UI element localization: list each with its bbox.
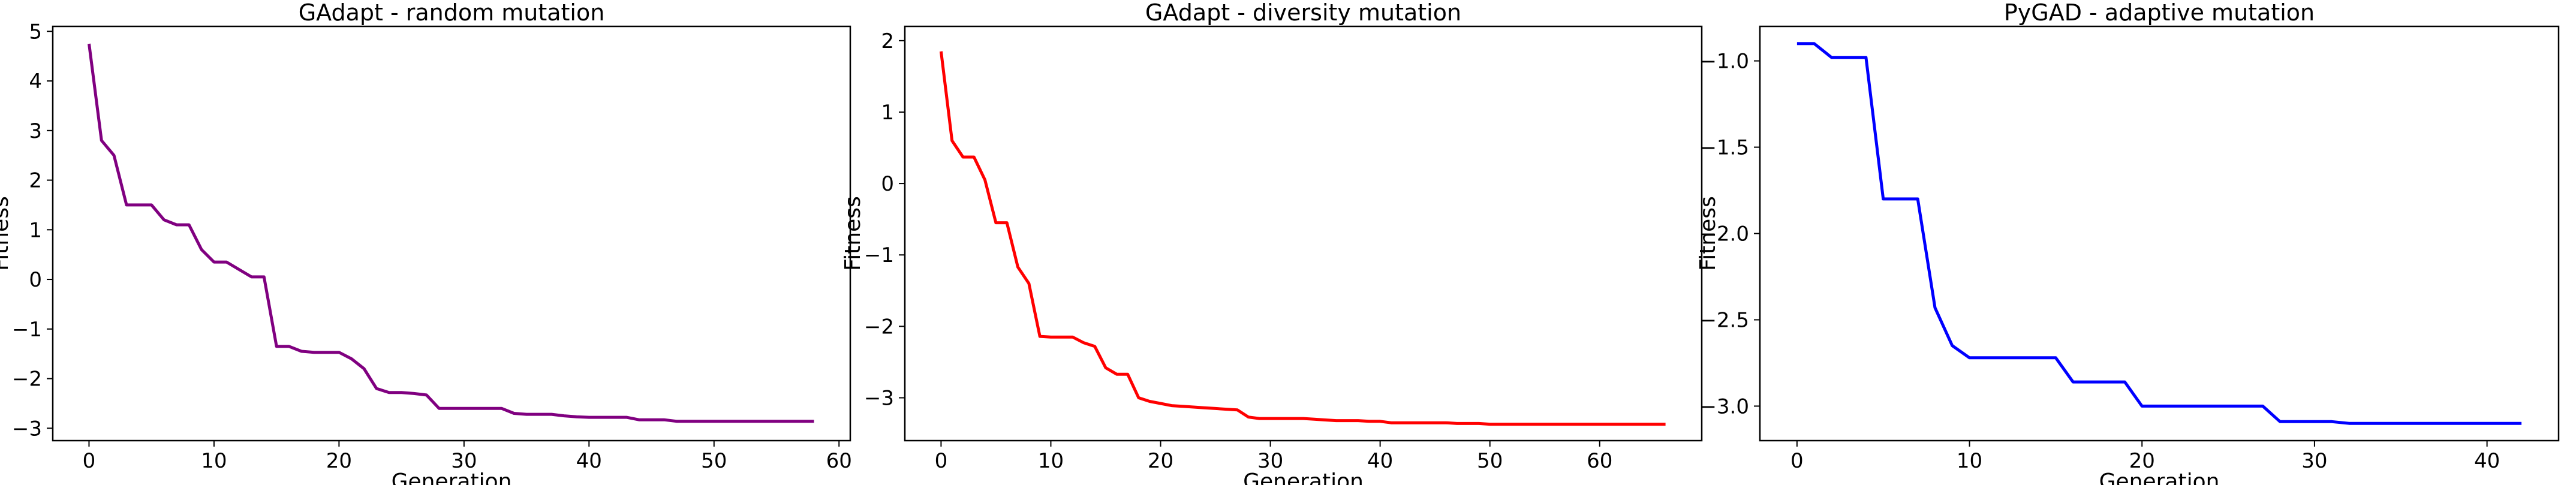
y-tick-label: 0	[29, 268, 42, 292]
y-tick-label: 2	[29, 169, 42, 193]
y-axis-label: Fitness	[0, 196, 13, 271]
x-tick-label: 60	[826, 449, 852, 473]
x-tick-label: 0	[935, 449, 948, 473]
y-tick-label: −1	[864, 243, 894, 267]
chart-title: GAdapt - diversity mutation	[1145, 0, 1461, 26]
y-tick-label: −2	[864, 315, 894, 339]
y-tick-label: −2.5	[1699, 308, 1749, 332]
x-tick-label: 60	[1587, 449, 1612, 473]
x-tick-label: 30	[451, 449, 477, 473]
y-tick-label: −2.0	[1699, 222, 1749, 246]
plot-frame	[1759, 25, 2560, 442]
x-axis-label: Generation	[392, 469, 512, 485]
x-tick-label: 10	[201, 449, 227, 473]
x-tick-label: 0	[83, 449, 96, 473]
chart-title: PyGAD - adaptive mutation	[2004, 0, 2315, 26]
x-tick-label: 40	[2474, 449, 2500, 473]
y-tick-label: −2	[12, 367, 42, 391]
y-tick-label: −3.0	[1699, 394, 1749, 418]
x-axis-label: Generation	[2099, 469, 2220, 485]
x-axis-label: Generation	[1243, 469, 1364, 485]
y-tick-label: 0	[881, 172, 894, 196]
plot-frame	[52, 25, 851, 442]
y-tick-label: −3	[864, 387, 894, 411]
x-tick-label: 20	[326, 449, 352, 473]
y-tick-label: −1.5	[1699, 136, 1749, 160]
x-tick-label: 40	[576, 449, 602, 473]
x-tick-label: 50	[701, 449, 727, 473]
y-tick-label: 1	[881, 101, 894, 125]
y-tick-label: 4	[29, 70, 42, 94]
x-tick-label: 20	[1148, 449, 1173, 473]
chart-panel-3: PyGAD - adaptive mutation 0 10 20 30 40 −3.0 −2…	[1696, 0, 2560, 485]
plot-frame	[904, 25, 1703, 442]
y-tick-label: −1.0	[1699, 50, 1749, 74]
x-tick-label: 10	[1957, 449, 1982, 473]
x-tick-label: 20	[2129, 449, 2155, 473]
chart-title: GAdapt - random mutation	[299, 0, 605, 26]
series-line	[939, 51, 1666, 426]
y-axis-label: Fitness	[1696, 196, 1720, 271]
y-tick-label: 1	[29, 218, 42, 242]
x-tick-label: 10	[1038, 449, 1064, 473]
series-line	[88, 43, 814, 423]
x-tick-label: 30	[2301, 449, 2327, 473]
x-tick-label: 0	[1790, 449, 1804, 473]
x-tick-label: 40	[1367, 449, 1393, 473]
y-tick-label: −3	[12, 417, 42, 441]
y-axis-label: Fitness	[841, 196, 865, 271]
x-tick-label: 30	[1257, 449, 1283, 473]
series-line	[1796, 42, 2522, 425]
x-tick-label: 50	[1477, 449, 1503, 473]
y-tick-label: −1	[12, 318, 42, 342]
y-tick-label: 3	[29, 119, 42, 143]
y-tick-label: 2	[881, 29, 894, 53]
y-tick-label: 5	[29, 20, 42, 44]
